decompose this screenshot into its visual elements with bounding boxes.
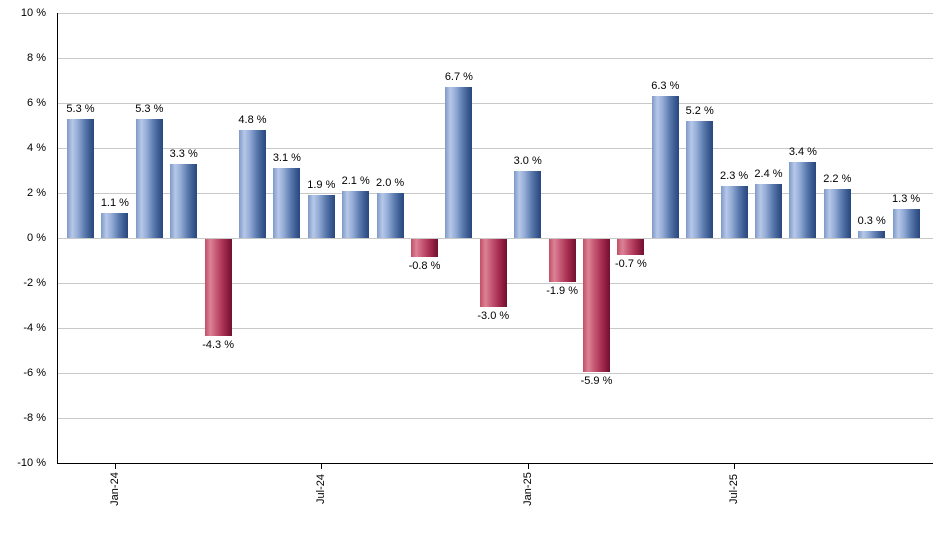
x-axis-tick [114,463,116,469]
bar [307,195,335,238]
bar-value-label: 1.9 % [307,179,336,192]
y-axis-tick-label: 4 % [27,142,46,154]
x-axis-tick-label: Jan-24 [108,472,121,506]
x-axis-tick-label: Jan-25 [521,472,534,506]
bar-value-label: -3.0 % [477,309,510,322]
bar-value-label: 3.0 % [513,154,542,167]
bar [445,87,473,238]
bar [583,239,610,372]
y-axis-tick-label: 10 % [20,7,46,19]
bar [720,186,748,238]
bar-value-label: 1.1 % [100,197,129,210]
y-gridline [57,58,933,59]
bar [170,163,198,238]
x-axis-tick [321,463,323,469]
y-axis-tick-label: -2 % [23,277,46,289]
bar-value-label: 2.3 % [720,170,749,183]
bar [479,239,507,307]
bar-value-label: 6.3 % [651,80,680,93]
bar-value-label: 6.7 % [444,71,473,84]
y-gridline [57,418,933,419]
x-axis-tick-label: Jul-25 [728,474,741,504]
y-gridline [57,103,933,104]
bar [617,239,645,255]
bar [273,168,301,238]
bar [548,239,576,282]
y-axis-tick-label: -10 % [17,457,46,469]
y-axis-tick-label: -8 % [23,412,46,424]
bar-value-label: 3.1 % [272,152,301,165]
y-gridline [57,373,933,374]
bar-value-label: 1.3 % [892,192,921,205]
y-axis-tick-label: 2 % [27,187,46,199]
bar [204,239,232,336]
y-gridline [57,238,933,239]
bar [686,121,714,238]
y-axis-tick-label: -4 % [23,322,46,334]
x-axis-tick [527,463,529,469]
bar [789,161,817,238]
bar [858,231,886,238]
y-axis-tick-label: 0 % [27,232,46,244]
y-axis-tick-label: -6 % [23,367,46,379]
y-gridline [57,13,933,14]
bar-value-label: 3.3 % [169,147,198,160]
bar-value-label: 2.4 % [754,168,783,180]
x-axis-line [57,463,933,464]
x-axis-tick-label: Jul-24 [315,474,328,504]
y-gridline [57,193,933,194]
bar-value-label: 5.3 % [135,102,164,115]
bar [755,184,782,238]
bar-value-label: 2.0 % [376,177,405,189]
bar-value-label: 5.2 % [685,105,714,117]
bar-value-label: 2.2 % [823,172,852,185]
bar-value-label: -1.9 % [546,284,578,297]
y-axis-tick-label: 8 % [27,52,46,64]
bar [342,190,370,238]
y-gridline [57,148,933,149]
bar [823,188,851,238]
bar-value-label: 3.4 % [788,145,817,158]
bar-value-label: 5.3 % [66,102,95,115]
bar-value-label: -4.3 % [202,338,234,351]
bar [651,96,679,238]
bar [892,208,920,238]
bar-value-label: 4.8 % [238,114,267,126]
y-axis-line [57,13,58,463]
bar-value-label: -0.8 % [408,260,441,272]
bar [411,239,438,257]
bar [67,118,94,238]
bar [514,170,542,238]
bar-value-label: 2.1 % [341,174,370,187]
y-axis-tick-label: 6 % [27,97,46,109]
bar-value-label: -0.7 % [614,257,647,270]
bar-value-label: -5.9 % [580,374,613,387]
bar [101,213,129,238]
bar-value-label: 0.3 % [857,215,886,228]
bar [376,193,404,238]
bar [239,130,266,238]
y-gridline [57,328,933,329]
bar [135,118,163,238]
x-axis-tick [734,463,736,469]
